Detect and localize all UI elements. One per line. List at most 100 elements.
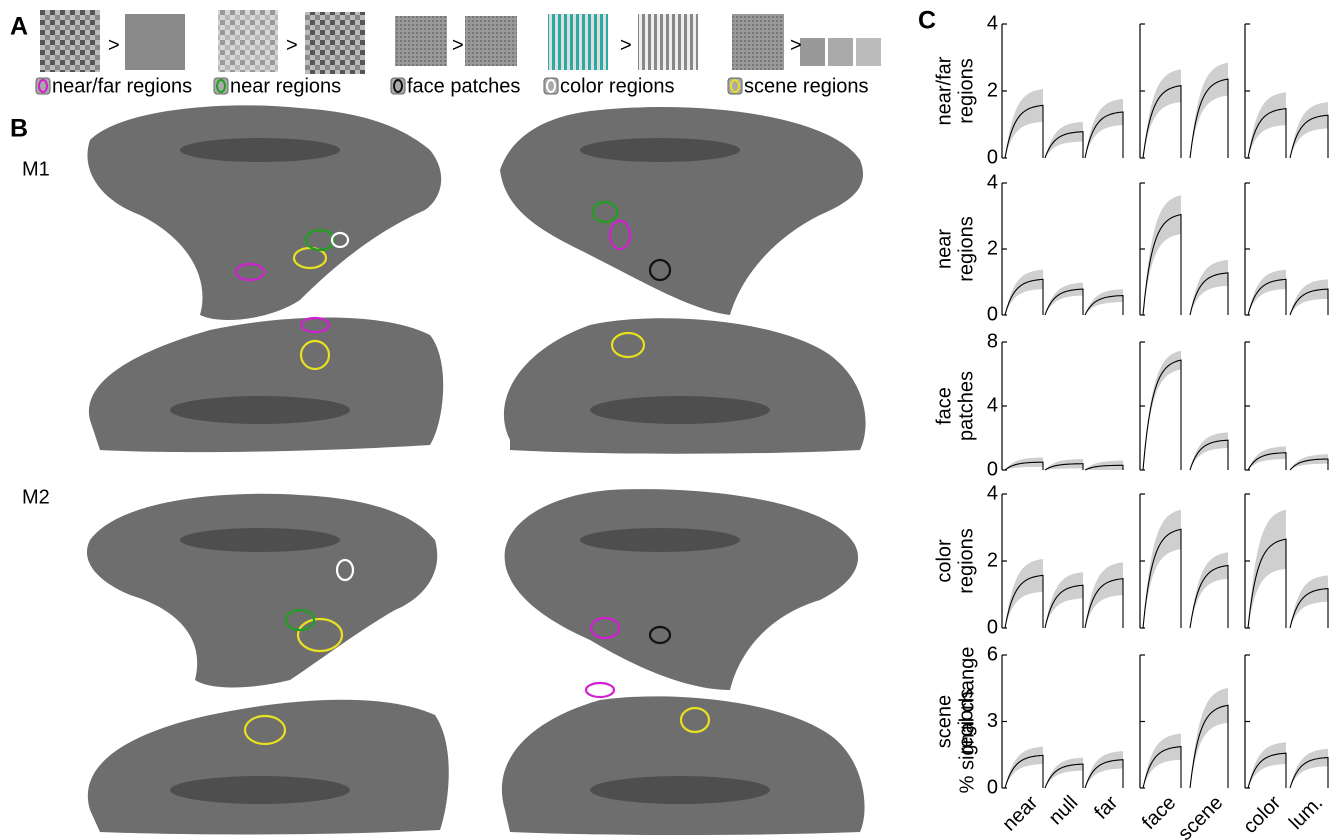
time-course [1247,452,1287,471]
x-label: lum. [1285,792,1327,834]
error-band [1045,757,1083,788]
stimuli [40,10,881,74]
error-band [1005,88,1043,158]
error-band [1248,742,1286,788]
time-course [1289,288,1329,316]
panel-label: C [918,7,936,35]
row-label: color [933,539,955,583]
time-course [1142,359,1182,471]
time-course [1044,463,1084,471]
y-tick-label: 0 [987,303,998,325]
time-course [1084,294,1124,316]
time-course [1044,763,1084,789]
error-band [1143,509,1181,628]
y-tick-label: 0 [987,616,998,638]
row-label: face [933,387,955,425]
x-label: null [1045,792,1083,830]
error-band [1143,69,1181,158]
y-tick-label: 0 [987,776,998,798]
error-band [1290,102,1328,158]
time-course [1189,439,1229,471]
compare-sign: > [452,34,464,56]
x-label: color [1239,791,1285,837]
time-course [1084,464,1124,471]
y-tick-label: 4 [987,482,998,504]
time-course [1084,759,1124,789]
compare-sign: > [108,34,120,56]
time-course [1084,111,1124,159]
x-label: scene [1174,792,1227,840]
time-course [1189,272,1229,316]
error-band [1190,432,1228,470]
error-band [1190,62,1228,158]
error-band [1190,552,1228,628]
panel-label: A [10,13,28,41]
x-label: face [1138,792,1180,834]
panel-label: B [10,115,28,143]
error-band [1005,269,1043,315]
time-course [1044,131,1084,159]
error-band [1085,751,1123,788]
error-band [1248,446,1286,470]
y-tick-label: 3 [987,710,998,732]
time-course [1044,584,1084,629]
time-course [1004,461,1044,471]
time-course [1004,104,1044,159]
row-label: regions [955,216,977,282]
error-band [1045,282,1083,315]
y-tick-label: 8 [987,330,998,352]
time-course [1289,587,1329,629]
error-band [1005,746,1043,788]
x-label: far [1090,791,1122,823]
legend-outline [38,79,48,93]
error-band [1190,687,1228,788]
row-label: scene [933,695,955,748]
error-band [1143,733,1181,788]
error-band [1248,92,1286,158]
row-label: patches [955,371,977,441]
y-tick-label: 6 [987,643,998,665]
time-course [1142,85,1182,159]
time-course [1247,108,1287,159]
time-course [1247,538,1287,629]
time-course [1189,704,1229,789]
error-band [1290,748,1328,788]
time-course [1247,752,1287,789]
error-band [1290,454,1328,470]
y-tick-label: 4 [987,394,998,416]
error-band [1290,575,1328,628]
y-tick-label: 2 [987,237,998,259]
error-band [1085,562,1123,628]
compare-sign: > [286,34,298,56]
legend-outline [393,79,403,93]
subject-label: M2 [22,486,50,508]
time-course [1289,756,1329,789]
time-course [1289,114,1329,159]
error-band [1085,98,1123,158]
error-band [1248,509,1286,628]
x-label: near [998,791,1042,835]
error-band [1190,259,1228,315]
error-band [1143,195,1181,315]
y-tick-label: 0 [987,146,998,168]
row-label: regions [955,528,977,594]
y-tick-label: 0 [987,458,998,480]
time-course [1189,78,1229,159]
compare-sign: > [620,34,632,56]
y-tick-label: 2 [987,549,998,571]
time-course [1289,458,1329,471]
error-band [1290,279,1328,315]
legend-label: near regions [230,75,341,97]
time-course [1044,288,1084,316]
time-course [1004,754,1044,789]
row-label: regions [955,58,977,124]
error-band [1045,572,1083,628]
error-band [1005,457,1043,470]
row-label: near [933,229,955,269]
legend-outline [216,79,226,93]
error-band [1045,121,1083,158]
time-course [1084,578,1124,629]
brains [86,105,866,835]
y-tick-label: 2 [987,79,998,101]
